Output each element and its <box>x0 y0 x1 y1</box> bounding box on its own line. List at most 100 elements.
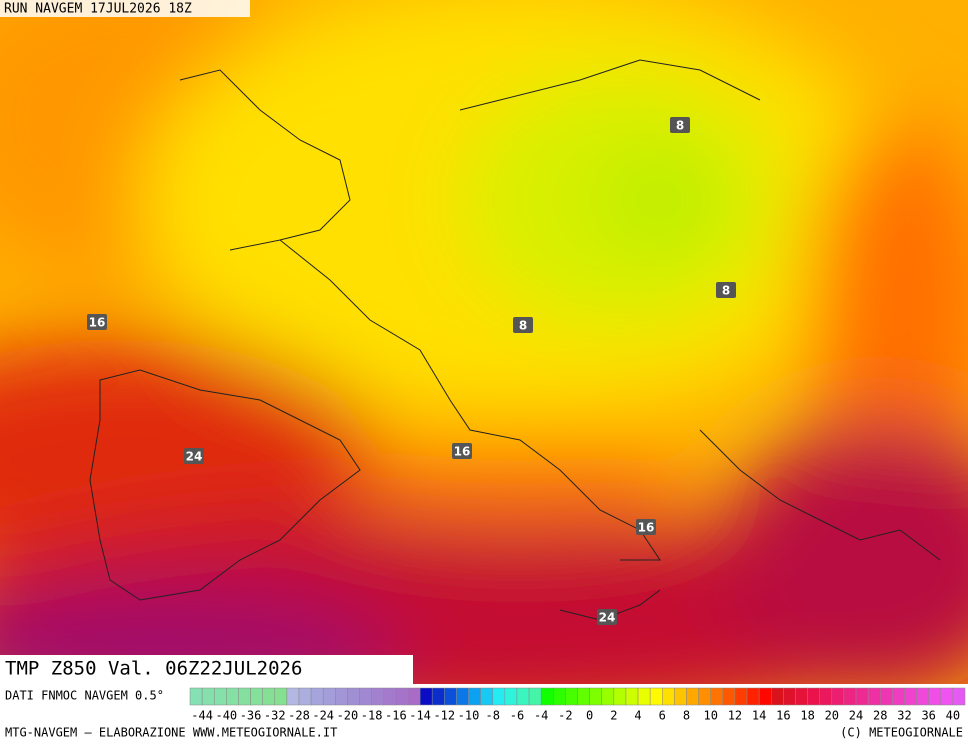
color-swatch <box>710 687 724 706</box>
legend-tick-label: -2 <box>558 709 572 723</box>
legend-tick-label: 6 <box>659 709 666 723</box>
color-swatch <box>807 687 820 706</box>
legend-tick-label: 16 <box>776 709 790 723</box>
color-swatch <box>771 687 784 706</box>
color-swatch <box>419 687 433 706</box>
legend-tick-label: -28 <box>288 709 310 723</box>
contour-label: 24 <box>186 450 203 464</box>
color-swatch <box>238 687 251 706</box>
color-swatch <box>867 687 881 706</box>
color-swatch <box>565 687 578 706</box>
color-swatch <box>322 687 336 706</box>
legend-tick-label: 2 <box>610 709 617 723</box>
color-swatch <box>843 687 857 706</box>
run-info: RUN NAVGEM 17JUL2026 18Z <box>4 2 192 17</box>
color-swatch <box>540 687 554 706</box>
legend-tick-label: -8 <box>486 709 500 723</box>
color-swatch <box>613 687 627 706</box>
color-swatch <box>468 687 481 706</box>
contour-label: 8 <box>722 284 730 298</box>
contour-label-box <box>87 314 107 330</box>
contour-label-box <box>513 317 533 333</box>
color-swatch <box>250 687 263 706</box>
legend-tick-label: 28 <box>873 709 887 723</box>
color-swatch <box>916 687 929 706</box>
contour-label-box <box>184 448 204 464</box>
color-swatch <box>213 687 227 706</box>
legend-tick-label: 24 <box>849 709 863 723</box>
legend-source: DATI FNMOC NAVGEM 0.5° <box>5 689 164 703</box>
color-swatch <box>928 687 942 706</box>
color-swatch <box>758 687 772 706</box>
color-swatch <box>601 687 615 706</box>
color-swatch <box>298 687 312 706</box>
contour-label: 16 <box>454 445 471 459</box>
legend-tick-label: 8 <box>683 709 690 723</box>
color-swatch <box>274 687 288 706</box>
legend-tick-label: 14 <box>752 709 766 723</box>
title-box <box>0 655 413 684</box>
legend-tick-label: 36 <box>921 709 935 723</box>
map-title: TMP Z850 Val. 06Z22JUL2026 <box>5 658 302 680</box>
color-swatch <box>892 687 905 706</box>
color-swatch <box>734 687 748 706</box>
legend-tick-label: -12 <box>433 709 455 723</box>
color-swatch <box>674 687 687 706</box>
color-swatch <box>819 687 833 706</box>
contour-label: 24 <box>599 611 616 625</box>
color-swatch <box>722 687 736 706</box>
contour-label-box <box>716 282 736 298</box>
color-swatch <box>359 687 372 706</box>
legend-tick-label: -24 <box>312 709 334 723</box>
color-swatch <box>855 687 869 706</box>
color-swatch <box>553 687 566 706</box>
color-swatch <box>637 687 651 706</box>
color-swatch <box>286 687 300 706</box>
legend-tick-label: -16 <box>385 709 407 723</box>
color-swatch <box>189 687 203 706</box>
footer-left: MTG-NAVGEM – ELABORAZIONE WWW.METEOGIORN… <box>5 726 337 740</box>
contour-label-box <box>670 117 690 133</box>
color-swatch <box>795 687 808 706</box>
legend-tick-label: -6 <box>510 709 524 723</box>
color-swatch <box>371 687 384 706</box>
legend-tick-label: 40 <box>946 709 960 723</box>
color-swatch <box>201 687 215 706</box>
contour-label: 8 <box>519 319 527 333</box>
header-box <box>0 0 250 17</box>
color-swatch <box>746 687 760 706</box>
color-swatch <box>262 687 276 706</box>
color-swatch <box>904 687 917 706</box>
legend-tick-label: 4 <box>634 709 641 723</box>
footer-right: (C) METEOGIORNALE <box>840 726 963 740</box>
color-swatch <box>516 687 530 706</box>
legend-tick-label: 18 <box>800 709 814 723</box>
color-swatch <box>577 687 590 706</box>
color-swatch <box>383 687 397 706</box>
color-swatch <box>952 687 966 706</box>
color-swatch <box>504 687 518 706</box>
color-swatch <box>698 687 711 706</box>
contour-label-box <box>452 443 472 459</box>
legend-tick-label: -40 <box>215 709 237 723</box>
legend-tick-label: -44 <box>191 709 213 723</box>
legend-tick-label: -20 <box>337 709 359 723</box>
legend-tick-label: -4 <box>534 709 548 723</box>
legend-tick-label: -14 <box>409 709 431 723</box>
color-swatch <box>480 687 493 706</box>
color-swatch <box>831 687 845 706</box>
color-swatch <box>686 687 699 706</box>
color-swatch <box>783 687 796 706</box>
contour-label-box <box>636 519 656 535</box>
color-swatch <box>335 687 348 706</box>
color-swatch <box>431 687 445 706</box>
contour-label-box <box>597 609 617 625</box>
color-swatch <box>310 687 324 706</box>
color-swatch <box>649 687 663 706</box>
legend-tick-label: -36 <box>240 709 262 723</box>
contour-label: 16 <box>89 316 106 330</box>
map <box>0 0 968 684</box>
legend-tick-label: -10 <box>458 709 480 723</box>
color-swatch <box>226 687 239 706</box>
